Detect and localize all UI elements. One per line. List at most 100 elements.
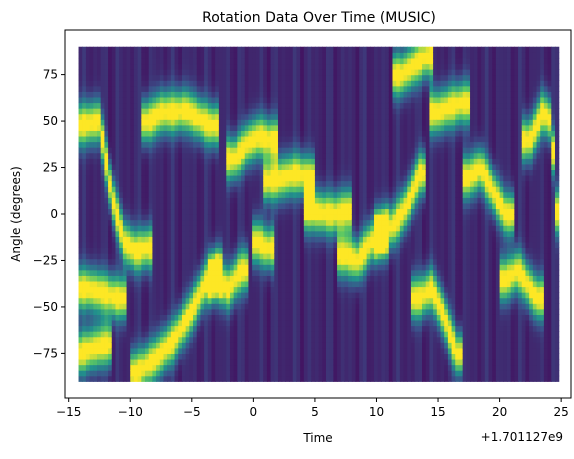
heatmap-cell (174, 336, 179, 343)
heatmap-cell (351, 314, 357, 321)
heatmap-cell (193, 152, 198, 159)
heatmap-cell (196, 163, 202, 170)
heatmap-cell (326, 186, 331, 193)
heatmap-cell (211, 46, 216, 53)
heatmap-cell (145, 85, 150, 92)
heatmap-cell (163, 280, 168, 288)
heatmap-cell (318, 353, 323, 360)
heatmap-cell (145, 208, 150, 215)
heatmap-cell (181, 331, 187, 338)
heatmap-cell (193, 63, 198, 70)
heatmap-cell (204, 130, 209, 137)
heatmap-cell (326, 297, 331, 304)
heatmap-cell (311, 314, 316, 321)
heatmap-cell (89, 364, 94, 371)
heatmap-cell (244, 331, 250, 338)
heatmap-cell (193, 113, 198, 120)
heatmap-cell (285, 130, 290, 137)
heatmap-cell (111, 364, 117, 371)
heatmap-cell (181, 358, 187, 366)
heatmap-cell (233, 331, 238, 338)
heatmap-cell (340, 342, 346, 349)
heatmap-cell (266, 163, 272, 170)
heatmap-cell (85, 91, 91, 98)
heatmap-cell (82, 108, 87, 115)
heatmap-cell (259, 358, 264, 366)
heatmap-cell (82, 57, 87, 65)
heatmap-cell (178, 52, 183, 59)
heatmap-cell (215, 353, 220, 360)
heatmap-cell (263, 69, 268, 76)
heatmap-cell (82, 342, 87, 349)
heatmap-cell (185, 264, 190, 271)
heatmap-cell (314, 163, 320, 170)
heatmap-cell (348, 241, 353, 249)
heatmap-cell (255, 174, 261, 182)
heatmap-cell (218, 292, 224, 299)
heatmap-cell (93, 108, 98, 115)
heatmap-cell (200, 197, 205, 204)
heatmap-cell (259, 336, 264, 343)
heatmap-cell (126, 275, 131, 282)
heatmap-cell (296, 96, 301, 104)
heatmap-cell (181, 91, 187, 98)
heatmap-cell (348, 52, 353, 59)
heatmap-cell (133, 69, 139, 76)
heatmap-cell (152, 108, 157, 115)
heatmap-cell (355, 353, 360, 360)
heatmap-cell (196, 102, 202, 109)
heatmap-cell (241, 52, 246, 59)
heatmap-cell (159, 141, 165, 148)
heatmap-cell (93, 197, 98, 204)
heatmap-cell (85, 174, 91, 182)
heatmap-cell (344, 325, 349, 332)
heatmap-cell (159, 331, 165, 338)
heatmap-cell (237, 63, 242, 70)
heatmap-cell (148, 191, 154, 198)
heatmap-cell (292, 253, 298, 260)
heatmap-cell (211, 303, 216, 310)
heatmap-cell (145, 219, 150, 226)
heatmap-cell (362, 292, 368, 299)
heatmap-cell (292, 135, 298, 143)
heatmap-cell (355, 85, 360, 92)
heatmap-cell (351, 219, 357, 226)
heatmap-cell (126, 46, 131, 53)
heatmap-cell (281, 319, 286, 327)
heatmap-cell (337, 96, 342, 104)
heatmap-cell (344, 258, 349, 265)
heatmap-cell (237, 130, 242, 137)
heatmap-cell (211, 135, 216, 143)
heatmap-cell (126, 253, 131, 260)
heatmap-cell (82, 370, 87, 377)
heatmap-cell (141, 102, 146, 109)
heatmap-cell (274, 258, 279, 265)
heatmap-cell (355, 191, 360, 198)
heatmap-cell (193, 275, 198, 282)
heatmap-cell (322, 147, 327, 154)
heatmap-cell (318, 57, 323, 65)
heatmap-cell (329, 180, 334, 187)
heatmap-cell (314, 52, 320, 59)
heatmap-cell (244, 286, 250, 293)
heatmap-cell (108, 342, 113, 349)
heatmap-cell (133, 358, 139, 366)
heatmap-cell (78, 202, 83, 210)
heatmap-cell (277, 202, 283, 210)
heatmap-cell (348, 57, 353, 65)
heatmap-cell (344, 353, 349, 360)
heatmap-cell (340, 57, 346, 65)
heatmap-cell (218, 57, 224, 65)
heatmap-cell (374, 119, 379, 126)
heatmap-cell (329, 63, 334, 70)
heatmap-cell (244, 342, 250, 349)
heatmap-cell (359, 124, 364, 131)
heatmap-cell (93, 152, 98, 159)
heatmap-cell (200, 280, 205, 288)
heatmap-cell (215, 174, 220, 182)
heatmap-cell (189, 57, 194, 65)
heatmap-cell (233, 108, 238, 115)
heatmap-cell (104, 152, 109, 159)
heatmap-cell (93, 69, 98, 76)
heatmap-cell (137, 364, 142, 371)
